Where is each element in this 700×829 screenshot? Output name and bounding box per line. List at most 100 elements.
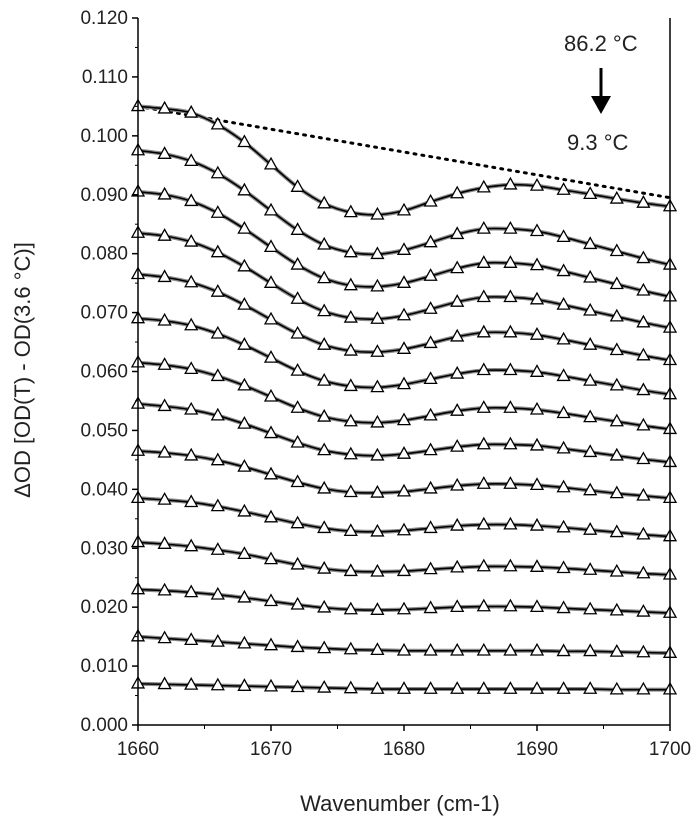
y-tick-label: 0.080 <box>80 244 128 265</box>
triangle-marker <box>583 269 598 283</box>
triangle-marker <box>636 681 651 695</box>
triangle-marker <box>237 546 252 559</box>
triangle-marker <box>237 459 252 472</box>
triangle-marker <box>503 681 518 694</box>
triangle-marker <box>609 563 624 577</box>
triangle-marker <box>290 434 305 448</box>
x-tick-label: 1690 <box>516 739 558 760</box>
triangle-marker <box>636 195 651 208</box>
triangle-marker <box>503 598 518 612</box>
triangle-marker <box>343 641 358 655</box>
triangle-marker <box>157 186 172 200</box>
triangle-marker <box>290 179 305 192</box>
triangle-marker <box>317 640 332 654</box>
triangle-marker <box>210 368 225 382</box>
triangle-marker <box>609 190 624 204</box>
triangle-marker <box>237 220 252 234</box>
triangle-marker <box>343 680 358 694</box>
triangle-marker <box>290 474 305 488</box>
x-tick-label: 1660 <box>117 739 159 760</box>
triangle-marker <box>636 644 651 658</box>
triangle-marker <box>450 599 465 613</box>
triangle-marker <box>583 681 598 694</box>
triangle-marker <box>396 307 412 321</box>
triangle-marker <box>343 523 358 537</box>
y-tick-label: 0.040 <box>80 479 128 500</box>
triangle-marker <box>529 223 545 237</box>
triangle-marker <box>210 586 225 600</box>
triangle-marker <box>290 596 305 610</box>
triangle-marker <box>423 600 438 614</box>
triangle-marker <box>583 302 598 316</box>
triangle-marker <box>237 377 252 391</box>
series-14 <box>130 98 678 220</box>
triangle-marker <box>476 362 491 376</box>
triangle-marker <box>556 643 571 657</box>
triangle-marker <box>556 560 571 574</box>
triangle-marker <box>609 447 624 461</box>
triangle-marker <box>290 400 305 413</box>
triangle-marker <box>317 679 332 693</box>
triangle-marker <box>503 642 518 656</box>
triangle-marker <box>476 220 491 234</box>
triangle-marker <box>290 325 305 339</box>
triangle-marker <box>556 229 571 243</box>
triangle-marker <box>423 301 438 314</box>
triangle-marker <box>450 559 465 573</box>
axes: 0.000 0.010 0.020 0.030 0.040 0.050 0.060 0.070… <box>80 8 691 760</box>
triangle-marker <box>237 415 252 429</box>
triangle-marker <box>237 337 252 350</box>
triangle-marker <box>263 678 279 692</box>
triangle-marker <box>583 186 598 200</box>
triangle-marker <box>263 275 279 288</box>
triangle-marker <box>317 236 332 250</box>
triangle-marker <box>423 561 438 575</box>
triangle-marker <box>237 589 252 603</box>
triangle-marker <box>450 438 465 452</box>
triangle-marker <box>450 260 465 274</box>
triangle-marker <box>396 376 412 390</box>
triangle-marker <box>396 681 412 694</box>
triangle-marker <box>396 202 412 216</box>
triangle-marker <box>503 176 518 190</box>
triangle-marker <box>184 153 199 167</box>
triangle-marker <box>529 437 545 451</box>
triangle-marker <box>290 556 305 570</box>
triangle-marker <box>503 289 518 303</box>
triangle-marker <box>583 337 598 350</box>
triangle-marker <box>476 324 491 338</box>
triangle-marker <box>317 442 332 456</box>
triangle-marker <box>503 516 518 530</box>
triangle-marker <box>184 193 199 207</box>
triangle-marker <box>450 294 465 307</box>
triangle-marker <box>370 311 385 324</box>
triangle-marker <box>450 403 465 416</box>
triangle-marker <box>210 165 225 179</box>
triangle-marker <box>317 372 332 386</box>
triangle-marker <box>370 523 385 537</box>
triangle-marker <box>476 400 491 413</box>
triangle-marker <box>556 296 571 310</box>
triangle-marker <box>157 269 172 283</box>
triangle-marker <box>556 681 571 694</box>
triangle-marker <box>396 275 412 288</box>
y-tick-label: 0.020 <box>80 597 128 618</box>
triangle-marker <box>184 494 199 508</box>
triangle-marker <box>423 193 438 207</box>
series-5 <box>130 490 678 542</box>
triangle-marker <box>263 350 279 363</box>
triangle-marker <box>423 407 438 421</box>
y-axis-title: ΔOD [OD(T) - OD(3.6 °C)] <box>10 242 35 498</box>
series-2 <box>130 628 678 658</box>
triangle-marker <box>343 601 358 615</box>
triangle-marker <box>263 466 279 480</box>
triangle-marker <box>609 243 624 257</box>
triangle-marker <box>636 451 651 465</box>
triangle-marker <box>317 480 332 494</box>
triangle-marker <box>317 303 332 317</box>
triangle-marker <box>423 234 438 248</box>
triangle-marker <box>343 563 358 577</box>
triangle-marker <box>184 584 199 598</box>
triangle-marker <box>343 413 358 427</box>
triangle-marker <box>184 676 199 690</box>
